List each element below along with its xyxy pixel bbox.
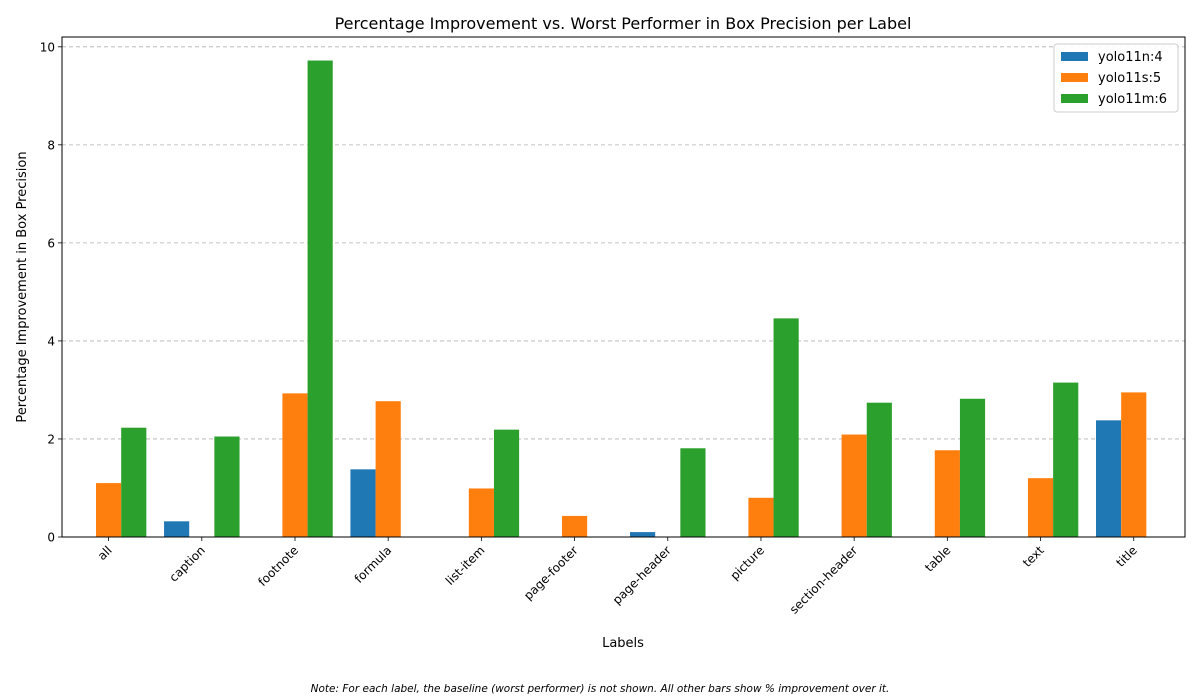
bar-yolo11n-4-page-header xyxy=(630,532,656,537)
bar-yolo11s-5-section-header xyxy=(841,434,867,537)
bar-yolo11m-6-page-header xyxy=(680,448,706,537)
bar-yolo11s-5-text xyxy=(1027,478,1054,537)
x-tick-label: table xyxy=(922,543,953,574)
bar-yolo11s-5-list-item xyxy=(468,488,494,537)
bar-yolo11m-6-caption xyxy=(214,436,240,537)
bar-yolo11m-6-picture xyxy=(773,318,799,537)
bar-yolo11s-5-page-footer xyxy=(561,515,588,537)
legend-swatch xyxy=(1061,73,1088,82)
y-tick-label: 8 xyxy=(47,138,55,152)
bar-yolo11m-6-text xyxy=(1053,382,1079,537)
bar-yolo11m-6-all xyxy=(121,427,147,537)
bar-yolo11m-6-table xyxy=(959,398,986,537)
x-tick-label: formula xyxy=(352,543,395,586)
bar-yolo11s-5-picture xyxy=(748,497,774,537)
y-tick-label: 0 xyxy=(47,531,55,545)
bar-chart: Percentage Improvement vs. Worst Perform… xyxy=(15,14,1186,651)
legend-swatch xyxy=(1061,94,1088,103)
bar-yolo11n-4-title xyxy=(1095,420,1122,537)
y-tick-label: 4 xyxy=(47,334,55,348)
bar-yolo11n-4-formula xyxy=(350,469,376,537)
bar-yolo11s-5-formula xyxy=(375,401,401,537)
x-tick-label: page-footer xyxy=(521,543,581,603)
y-tick-label: 10 xyxy=(40,40,55,54)
bar-yolo11n-4-caption xyxy=(164,521,190,537)
legend-label: yolo11m:6 xyxy=(1098,92,1167,107)
bar-yolo11m-6-footnote xyxy=(307,60,333,537)
x-tick-label: caption xyxy=(167,543,208,584)
legend: yolo11n:4 yolo11s:5 yolo11m:6 xyxy=(1053,43,1179,113)
x-axis-label: Labels xyxy=(602,636,644,651)
plot-frame xyxy=(61,36,1186,538)
x-tick-label: section-header xyxy=(787,543,860,616)
bars-group xyxy=(96,60,1147,537)
bar-yolo11m-6-section-header xyxy=(866,402,892,537)
chart-title: Percentage Improvement vs. Worst Perform… xyxy=(335,14,912,33)
y-tick-label: 2 xyxy=(47,432,55,446)
axes: 0 2 4 6 8 10 all caption footnote formula list-ite… xyxy=(40,36,1186,617)
x-tick-label: list-item xyxy=(443,543,488,588)
bar-yolo11m-6-list-item xyxy=(493,429,520,537)
bar-yolo11s-5-all xyxy=(96,483,122,537)
bar-yolo11s-5-title xyxy=(1121,392,1147,537)
legend-swatch xyxy=(1061,52,1088,61)
legend-label: yolo11n:4 xyxy=(1098,50,1163,65)
x-tick-label: footnote xyxy=(255,543,301,589)
x-tick-label: title xyxy=(1113,543,1139,569)
bar-yolo11s-5-footnote xyxy=(282,393,308,537)
x-tick-label: page-header xyxy=(610,543,674,607)
footnote-text: Note: For each label, the baseline (wors… xyxy=(310,683,890,695)
bar-yolo11s-5-table xyxy=(934,450,960,537)
x-tick-label: all xyxy=(95,543,115,563)
legend-label: yolo11s:5 xyxy=(1098,71,1161,86)
x-tick-label: text xyxy=(1020,543,1047,570)
x-tick-label: picture xyxy=(728,543,768,583)
y-axis-label: Percentage Improvement in Box Precision xyxy=(15,151,30,422)
y-tick-label: 6 xyxy=(47,236,55,250)
